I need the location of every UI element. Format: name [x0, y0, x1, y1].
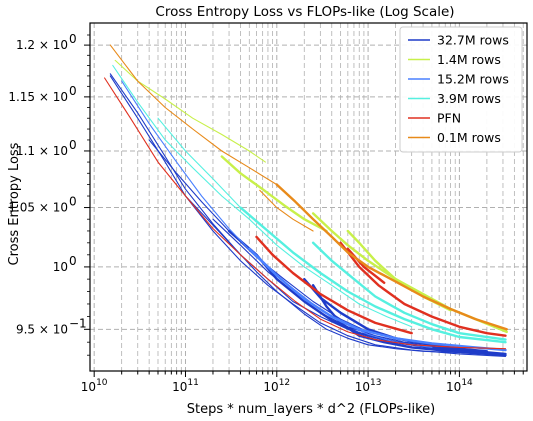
y-tick-label: 1.1 × 10 [16, 144, 68, 158]
series-line-0-2 [227, 229, 507, 356]
series-line-3-0 [112, 64, 413, 328]
series-line-1-3 [220, 155, 328, 233]
y-tick-label: 1.15 × 10 [8, 90, 68, 104]
x-tick-label: 1011 [172, 378, 199, 394]
legend-label: 1.4M rows [437, 52, 501, 67]
series-line-5-0 [109, 44, 278, 186]
x-tick-label: 1014 [446, 378, 473, 394]
plot-frame [89, 22, 528, 372]
series-line-4-1 [339, 241, 507, 337]
y-tick-label: 10 [53, 260, 68, 274]
y-tick-exponent: 0 [69, 195, 77, 209]
series-line-5-2 [259, 189, 314, 232]
series-line-4-3 [255, 235, 413, 335]
series-line-0-5 [184, 195, 376, 338]
series-line-4-0 [104, 77, 507, 350]
x-tick-label: 1010 [81, 378, 108, 394]
legend-box [399, 26, 523, 153]
legend-label: 15.2M rows [437, 72, 509, 87]
y-axis-label: Cross Entropy Loss [7, 142, 22, 265]
x-tick-label: 1012 [263, 378, 290, 394]
series-line-5-1 [275, 183, 508, 331]
y-tick-exponent: 0 [69, 254, 77, 268]
y-tick-exponent: 0 [69, 84, 77, 98]
series-line-0-1 [109, 75, 507, 358]
y-tick-exponent: −1 [69, 316, 87, 330]
x-tick-label: 1013 [355, 378, 382, 394]
chart-title: Cross Entropy Loss vs FLOPs-like (Log Sc… [155, 4, 454, 20]
y-tick-label: 1.05 × 10 [8, 201, 68, 215]
legend-label: PFN [437, 111, 461, 126]
series-line-0-6 [212, 218, 440, 347]
legend-label: 3.9M rows [437, 91, 501, 106]
series-line-2-1 [248, 247, 507, 352]
legend-label: 0.1M rows [437, 130, 501, 145]
y-tick-label: 9.5 × 10 [16, 322, 68, 336]
series-line-0-4 [311, 284, 507, 357]
legend-label: 32.7M rows [437, 33, 509, 48]
y-tick-exponent: 0 [69, 138, 77, 152]
series-line-3-3 [157, 117, 294, 253]
series-lines [104, 44, 508, 358]
y-tick-label: 1.2 × 10 [16, 38, 68, 52]
series-line-3-2 [311, 241, 507, 341]
x-axis-label: Steps * num_layers * d^2 (FLOPs-like) [187, 402, 435, 417]
y-tick-exponent: 0 [69, 32, 77, 46]
legend: 32.7M rows 1.4M rows 15.2M rows 3.9M rows PF… [399, 26, 523, 153]
